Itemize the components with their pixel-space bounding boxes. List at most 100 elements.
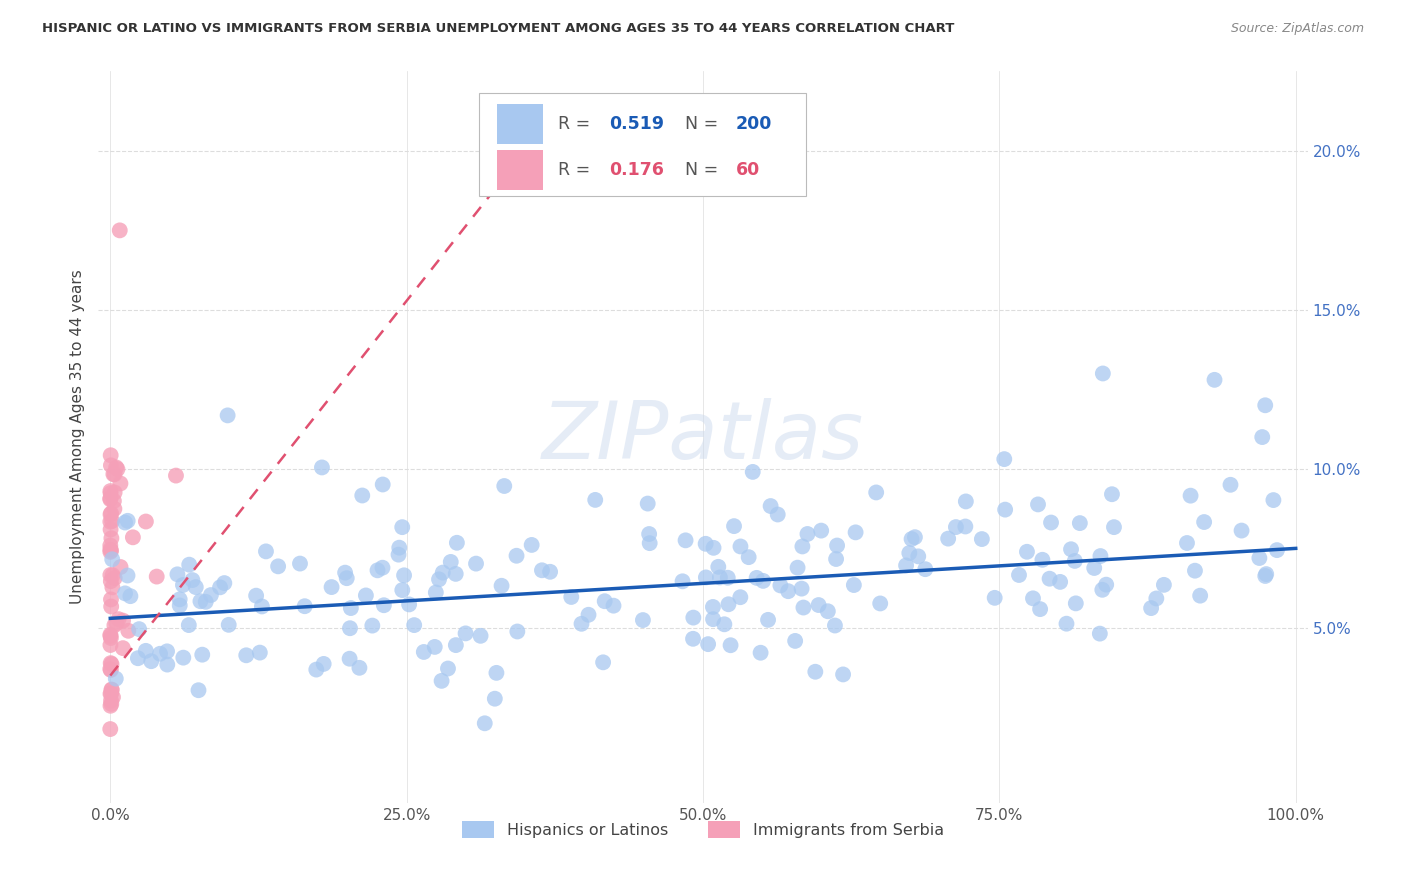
Point: [474, 716, 496, 731]
Point: [894, 558, 917, 573]
Point: [869, 597, 891, 611]
Point: [98, 539, 121, 553]
Point: [105, 460, 128, 475]
Point: [945, 520, 967, 534]
Point: [114, 516, 136, 530]
Point: [1022, 591, 1045, 606]
Point: [187, 683, 209, 698]
Point: [785, 634, 807, 648]
Point: [388, 541, 411, 555]
Point: [100, 543, 122, 558]
Point: [217, 409, 239, 423]
Point: [336, 571, 359, 585]
Point: [1088, 626, 1111, 640]
Text: ZIPatlas: ZIPatlas: [541, 398, 865, 476]
Point: [165, 468, 187, 483]
Point: [371, 477, 394, 491]
Point: [100, 574, 122, 589]
Point: [697, 637, 720, 651]
Point: [444, 566, 467, 581]
Point: [752, 574, 775, 588]
Point: [100, 531, 122, 545]
Point: [100, 686, 122, 700]
Point: [1204, 373, 1226, 387]
Text: 60: 60: [735, 161, 759, 179]
Point: [108, 223, 131, 237]
Point: [955, 519, 977, 533]
Point: [100, 682, 122, 697]
Point: [1015, 545, 1038, 559]
Point: [1144, 591, 1167, 606]
Point: [104, 485, 127, 500]
Point: [1095, 577, 1118, 591]
Point: [98, 722, 121, 736]
Point: [135, 515, 157, 529]
Point: [506, 624, 529, 639]
Point: [156, 657, 179, 672]
Point: [117, 514, 139, 528]
Point: [970, 532, 993, 546]
Point: [1189, 589, 1212, 603]
Point: [994, 502, 1017, 516]
Point: [339, 621, 361, 635]
Point: [98, 492, 121, 507]
Point: [491, 579, 513, 593]
Point: [190, 594, 212, 608]
Point: [100, 631, 122, 645]
Point: [766, 508, 789, 522]
Point: [145, 569, 167, 583]
Point: [1230, 524, 1253, 538]
Point: [100, 506, 122, 520]
Point: [1049, 574, 1071, 589]
Y-axis label: Unemployment Among Ages 35 to 44 years: Unemployment Among Ages 35 to 44 years: [69, 269, 84, 605]
Point: [792, 540, 814, 554]
Point: [465, 557, 488, 571]
Point: [583, 492, 606, 507]
Point: [845, 525, 868, 540]
Point: [103, 467, 125, 482]
Point: [218, 617, 240, 632]
Point: [110, 476, 132, 491]
Point: [682, 610, 704, 624]
Point: [321, 580, 343, 594]
Point: [120, 589, 142, 603]
Point: [578, 607, 600, 622]
Point: [695, 570, 717, 584]
Point: [810, 524, 832, 538]
Point: [1038, 572, 1060, 586]
Text: Source: ZipAtlas.com: Source: ZipAtlas.com: [1230, 22, 1364, 36]
Point: [993, 452, 1015, 467]
Point: [720, 638, 742, 652]
Point: [294, 599, 316, 614]
Point: [425, 585, 447, 599]
Point: [914, 562, 936, 576]
Point: [865, 485, 887, 500]
Point: [470, 629, 492, 643]
Point: [1056, 616, 1078, 631]
Point: [267, 559, 290, 574]
FancyBboxPatch shape: [498, 150, 543, 190]
Point: [156, 644, 179, 658]
Point: [446, 536, 468, 550]
FancyBboxPatch shape: [498, 103, 543, 145]
Text: 0.176: 0.176: [609, 161, 664, 179]
Point: [1184, 564, 1206, 578]
Point: [392, 568, 415, 582]
Point: [98, 542, 121, 557]
Text: N =: N =: [685, 115, 724, 133]
Point: [730, 540, 752, 554]
Point: [101, 690, 124, 705]
Point: [387, 548, 409, 562]
Point: [983, 591, 1005, 605]
Point: [717, 597, 740, 611]
Point: [177, 618, 200, 632]
Text: R =: R =: [558, 115, 596, 133]
Point: [98, 515, 121, 529]
Point: [520, 538, 543, 552]
Text: R =: R =: [558, 161, 596, 179]
Point: [107, 462, 129, 476]
Point: [1069, 516, 1091, 530]
Point: [713, 617, 735, 632]
Point: [602, 599, 624, 613]
Point: [1026, 497, 1049, 511]
